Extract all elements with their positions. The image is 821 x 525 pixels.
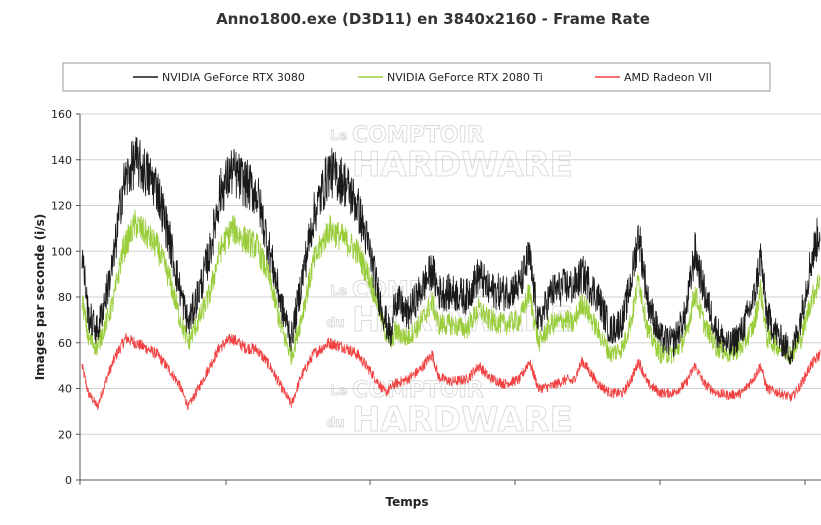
y-tick-label: 60 <box>58 337 72 350</box>
watermark-le: Le <box>330 284 347 299</box>
y-tick-label: 120 <box>51 200 72 213</box>
watermark-comptoir: COMPTOIR <box>352 123 484 148</box>
legend-label-1: NVIDIA GeForce RTX 2080 Ti <box>387 71 543 84</box>
series-layer <box>81 136 821 411</box>
legend-box <box>62 62 771 92</box>
legend-label-0: NVIDIA GeForce RTX 3080 <box>162 71 305 84</box>
legend-label-2: AMD Radeon VII <box>624 71 712 84</box>
watermark-hardware: HARDWARE <box>352 400 573 440</box>
y-axis-label: Images par seconde (i/s) <box>33 214 47 381</box>
y-tick-label: 100 <box>51 245 72 258</box>
series-line-0 <box>81 136 821 365</box>
y-tick-label: 40 <box>58 383 72 396</box>
series-line-1 <box>81 209 821 366</box>
watermark-le: Le <box>330 129 347 144</box>
y-tick-label: 140 <box>51 154 72 167</box>
series-line-2 <box>81 332 821 411</box>
chart-title: Anno1800.exe (D3D11) en 3840x2160 - Fram… <box>216 10 650 28</box>
watermark-le: Le <box>330 384 347 399</box>
watermark-hardware: HARDWARE <box>352 145 573 185</box>
x-axis-label: Temps <box>386 495 429 509</box>
y-tick-label: 0 <box>65 474 72 487</box>
y-tick-label: 20 <box>58 428 72 441</box>
legend: NVIDIA GeForce RTX 3080 NVIDIA GeForce RT… <box>62 62 771 92</box>
y-tick-label: 160 <box>51 108 72 121</box>
axes: 0 20 40 60 80 100 120 140 160 <box>51 108 821 487</box>
watermark-du: du <box>326 416 345 431</box>
y-tick-label: 80 <box>58 291 72 304</box>
watermark-du: du <box>326 316 345 331</box>
